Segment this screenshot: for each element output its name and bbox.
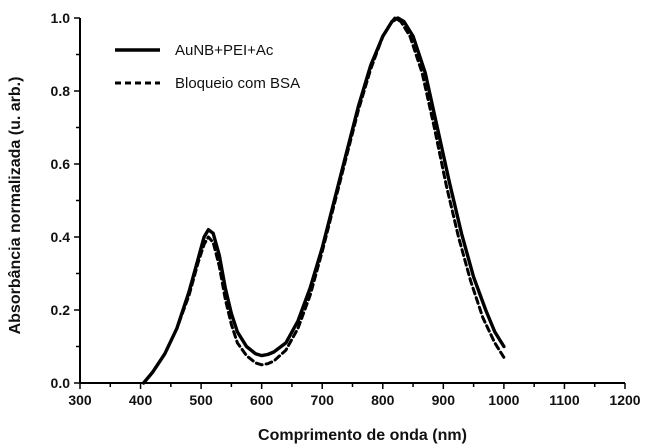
x-axis-ticks: 300 400 500 600 700 800 900 1000 1100 1200 — [68, 383, 641, 408]
x-tick-label: 1000 — [488, 392, 519, 408]
x-axis-title: Comprimento de onda (nm) — [258, 427, 467, 444]
y-axis-ticks: 0.0 0.2 0.4 0.6 0.8 1.0 — [51, 10, 80, 391]
legend-label: Bloqueio com BSA — [175, 75, 300, 92]
series-line-aunb — [141, 16, 506, 385]
series-line-bsa — [142, 16, 506, 385]
x-tick-label: 300 — [68, 392, 92, 408]
y-tick-label: 0.0 — [51, 375, 71, 391]
legend-label: AuNB+PEI+Ac — [175, 42, 274, 59]
x-tick-label: 400 — [129, 392, 153, 408]
x-tick-label: 500 — [189, 392, 213, 408]
y-tick-label: 1.0 — [51, 10, 71, 26]
x-tick-label: 1100 — [549, 392, 580, 408]
x-tick-label: 1200 — [609, 392, 640, 408]
series-group — [141, 16, 506, 385]
y-tick-label: 0.6 — [51, 156, 71, 172]
x-tick-label: 700 — [311, 392, 335, 408]
x-tick-label: 900 — [432, 392, 456, 408]
legend: AuNB+PEI+Ac Bloqueio com BSA — [115, 42, 300, 92]
x-tick-label: 600 — [250, 392, 274, 408]
y-tick-label: 0.4 — [51, 229, 71, 245]
y-tick-label: 0.8 — [51, 83, 71, 99]
x-tick-label: 800 — [371, 392, 395, 408]
y-axis-title: Absorbância normalizada (u. arb.) — [7, 77, 24, 335]
y-tick-label: 0.2 — [51, 302, 71, 318]
